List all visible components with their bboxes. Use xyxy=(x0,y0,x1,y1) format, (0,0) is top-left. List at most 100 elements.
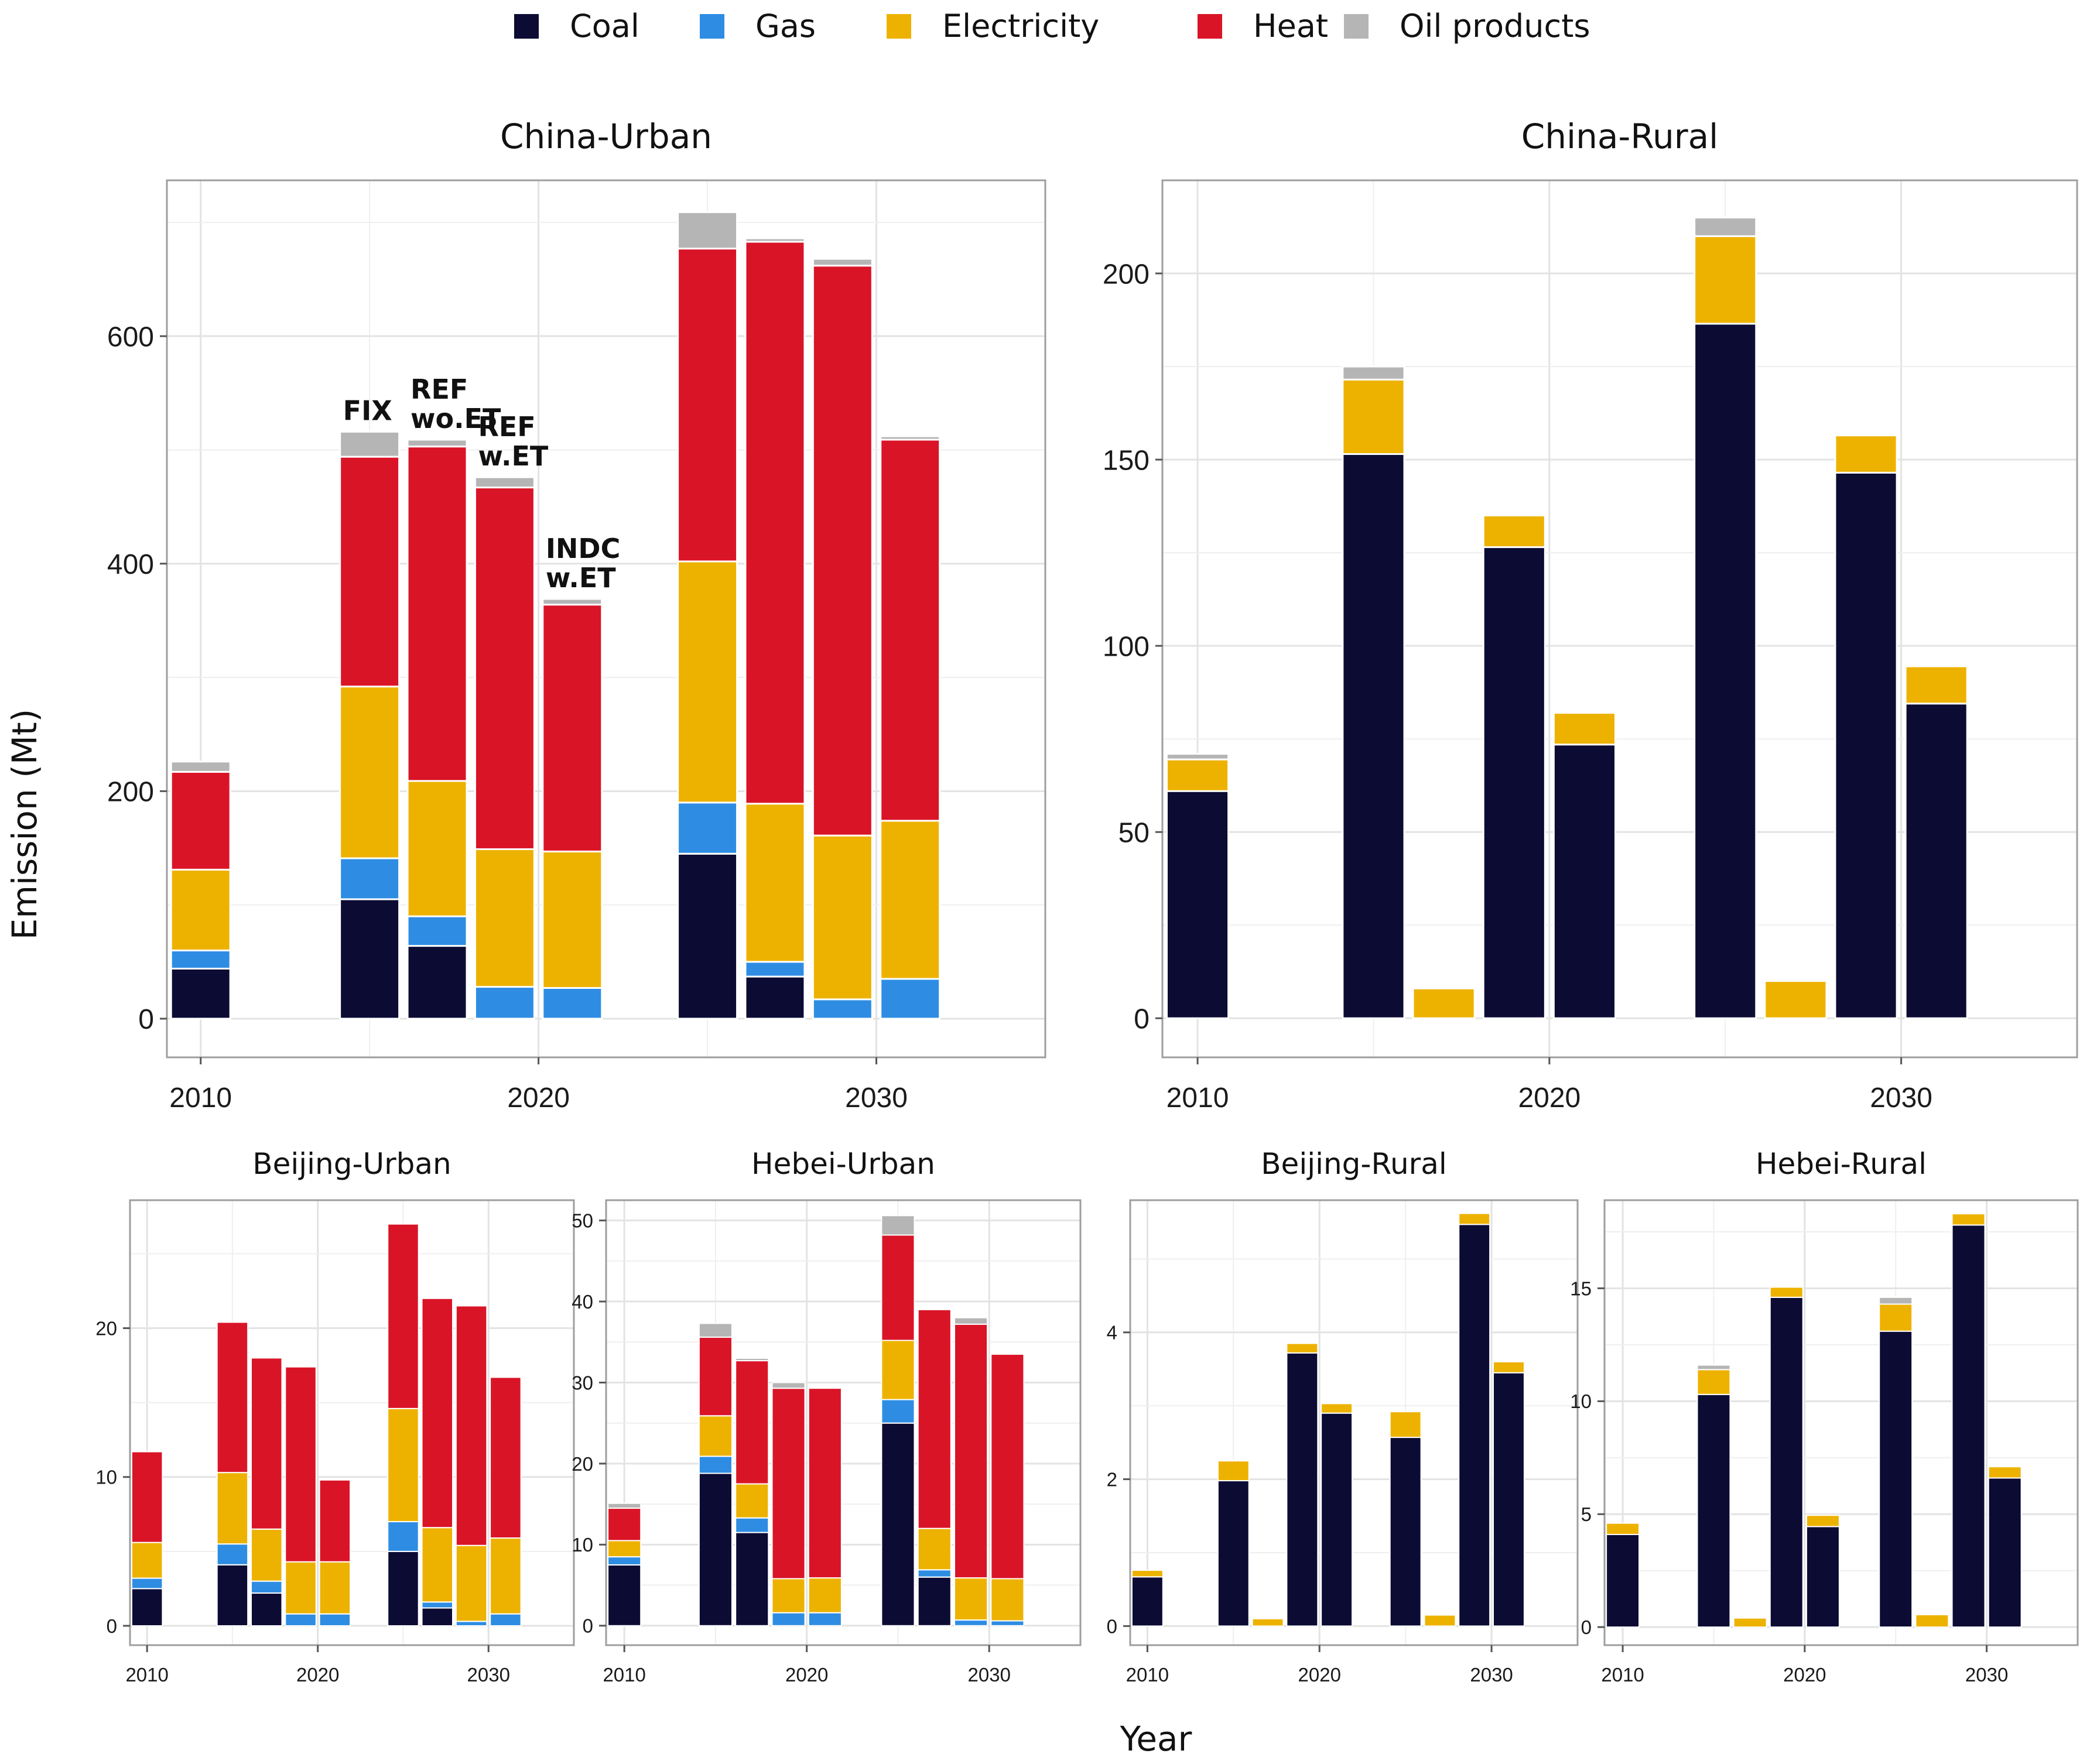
bar-segment-gas xyxy=(607,1556,642,1566)
bar-segment-oil xyxy=(812,258,873,267)
bar-segment-heat xyxy=(285,1366,317,1563)
bar-segment-heat xyxy=(319,1479,351,1563)
bar-2017 xyxy=(1733,1617,1767,1628)
bar-segment-electricity xyxy=(1733,1617,1767,1628)
bar-segment-coal xyxy=(131,1588,163,1626)
bar-segment-electricity xyxy=(1879,1303,1913,1332)
bar-segment-coal xyxy=(339,898,401,1020)
bar-segment-electricity xyxy=(1458,1212,1491,1225)
bar-segment-gas xyxy=(735,1517,769,1533)
x-tick-label: 2020 xyxy=(1298,1664,1341,1686)
bar-segment-electricity xyxy=(771,1578,806,1614)
bar-2015 xyxy=(1342,365,1405,1019)
bar-segment-gas xyxy=(216,1543,249,1566)
bar-segment-oil xyxy=(542,598,603,606)
bar-segment-heat xyxy=(421,1297,454,1529)
bar-segment-electricity xyxy=(474,848,535,988)
bar-segment-heat xyxy=(917,1309,952,1529)
panel-title: Beijing-Urban xyxy=(252,1147,451,1181)
bar-segment-coal xyxy=(1879,1330,1913,1628)
x-tick-label: 2030 xyxy=(1965,1664,2008,1686)
bar-segment-oil xyxy=(474,476,535,489)
y-tick-label: 50 xyxy=(1118,817,1150,848)
bar-annotation: INDC w.ET xyxy=(546,533,621,594)
bar-segment-electricity xyxy=(677,560,738,804)
x-tick-label: 2020 xyxy=(1783,1664,1826,1686)
y-tick-label: 0 xyxy=(1134,1003,1150,1035)
panel-title: Beijing-Rural xyxy=(1261,1147,1446,1181)
bar-segment-oil xyxy=(1694,217,1757,237)
x-tick-label: 2020 xyxy=(785,1664,828,1686)
bar-2010 xyxy=(1606,1522,1640,1628)
bar-segment-coal xyxy=(1321,1412,1353,1627)
bar-2010 xyxy=(1131,1570,1164,1627)
bar-2031 xyxy=(1493,1361,1525,1627)
bar-2021 xyxy=(319,1479,351,1626)
panel-border xyxy=(1129,1199,1579,1646)
bar-segment-electricity xyxy=(406,780,468,917)
y-tick-label: 0 xyxy=(1581,1616,1592,1638)
legend-label-heat: Heat xyxy=(1253,8,1328,44)
panel-beijing-urban: Beijing-Urban 0 10 20 2010 2020 2030 xyxy=(95,1147,575,1686)
bar-segment-heat xyxy=(954,1323,988,1579)
bar-segment-oil xyxy=(1342,365,1405,381)
bar-segment-gas xyxy=(170,949,231,970)
bar-segment-electricity xyxy=(285,1561,317,1615)
bar-segment-heat xyxy=(771,1388,806,1580)
bar-segment-heat xyxy=(812,265,873,837)
bar-segment-electricity xyxy=(1987,1466,2022,1479)
bar-2021 xyxy=(542,598,603,1020)
panel-border xyxy=(1603,1199,2079,1646)
bar-segment-electricity xyxy=(698,1415,733,1457)
bar-segment-coal xyxy=(1769,1296,1804,1628)
legend-swatch-electricity xyxy=(887,14,911,39)
bar-segment-electricity xyxy=(387,1407,419,1523)
panel-title: Hebei-Urban xyxy=(751,1147,935,1181)
panel-border xyxy=(1161,179,2078,1059)
x-axis-title: Year xyxy=(1120,1719,1192,1759)
panel-title: China-Urban xyxy=(500,117,712,156)
y-tick-label: 10 xyxy=(572,1534,593,1556)
bar-segment-gas xyxy=(339,857,401,900)
bar-segment-electricity xyxy=(339,686,401,859)
bar-segment-electricity xyxy=(744,803,806,963)
y-tick-label: 200 xyxy=(1103,259,1150,290)
y-tick-label: 600 xyxy=(107,321,154,352)
bar-segment-heat xyxy=(677,248,738,563)
bar-2027 xyxy=(1764,980,1828,1019)
panel-title: Hebei-Rural xyxy=(1756,1147,1927,1181)
bar-segment-coal xyxy=(1482,546,1546,1019)
bar-segment-electricity xyxy=(490,1537,522,1615)
x-tick-label: 2010 xyxy=(169,1083,232,1114)
legend-swatch-heat xyxy=(1198,14,1222,39)
bar-segment-gas xyxy=(490,1613,522,1626)
y-tick-label: 10 xyxy=(95,1467,117,1488)
bar-segment-electricity xyxy=(1904,665,1968,705)
y-tick-label: 5 xyxy=(1581,1503,1592,1525)
bar-2015 xyxy=(1217,1460,1250,1627)
x-tick-label: 2030 xyxy=(1870,1083,1932,1114)
bar-annotation: REF w.ET xyxy=(478,411,548,472)
y-tick-label: 20 xyxy=(572,1453,593,1475)
bar-segment-electricity xyxy=(216,1472,249,1545)
bar-segment-coal xyxy=(1286,1352,1319,1627)
y-axis-title: Emission (Mt) xyxy=(5,709,45,940)
x-tick-label: 2030 xyxy=(467,1664,510,1686)
bar-2025 xyxy=(677,211,738,1020)
bar-segment-electricity xyxy=(170,868,231,951)
bar-2019 xyxy=(285,1366,317,1626)
panel-hebei-rural: Hebei-Rural 0 5 10 15 2010 2020 2030 xyxy=(1570,1147,2079,1686)
bar-segment-coal xyxy=(1696,1393,1731,1628)
bar-segment-electricity xyxy=(1915,1614,1949,1628)
bar-2017 xyxy=(250,1357,283,1626)
bar-segment-coal xyxy=(1694,323,1757,1019)
x-tick-label: 2030 xyxy=(1470,1664,1513,1686)
bar-segment-coal xyxy=(1951,1224,1986,1628)
bar-segment-gas xyxy=(677,801,738,855)
x-tick-label: 2010 xyxy=(1126,1664,1169,1686)
bar-segment-gas xyxy=(285,1613,317,1626)
bar-segment-gas xyxy=(744,961,806,978)
bar-2019 xyxy=(771,1382,806,1626)
bar-segment-electricity xyxy=(1286,1342,1319,1354)
